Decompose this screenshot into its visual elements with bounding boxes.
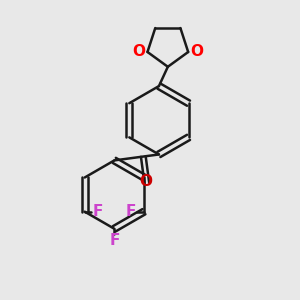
Text: F: F	[93, 204, 103, 219]
Text: F: F	[109, 232, 119, 247]
Text: O: O	[139, 174, 152, 189]
Text: O: O	[133, 44, 146, 59]
Text: O: O	[190, 44, 203, 59]
Text: F: F	[125, 204, 136, 219]
